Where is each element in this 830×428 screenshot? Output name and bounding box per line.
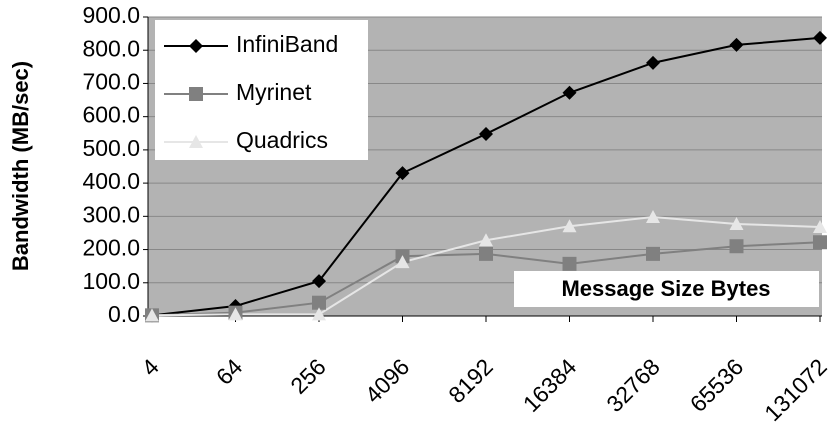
legend-label: Quadrics [236,127,328,153]
y-tick-label: 200.0 [82,235,140,261]
data-point [479,126,493,141]
data-point [729,37,744,52]
legend-label: Myrinet [236,79,312,105]
y-tick-label: 900.0 [82,2,140,28]
data-point [813,30,827,45]
y-tick-label: 800.0 [82,35,140,61]
data-point [312,274,326,289]
x-label-box [514,271,819,307]
data-point [479,246,493,261]
x-tick-label: 64 [211,353,248,390]
legend-marker [189,135,203,148]
data-point [395,166,410,181]
data-point [145,308,159,322]
x-tick-label: 16384 [518,353,582,417]
y-tick-label: 300.0 [82,201,140,227]
data-point [562,85,577,100]
data-point [228,307,243,321]
data-point [813,219,827,233]
data-point [395,255,410,269]
data-point [562,219,577,233]
legend-marker [189,39,203,53]
legend-label: InfiniBand [236,31,338,57]
legend-marker [189,87,203,101]
y-tick-label: 100.0 [82,268,140,294]
x-tick-label: 32768 [601,353,665,417]
data-point [312,307,326,321]
y-tick-label: 400.0 [82,168,140,194]
data-point [729,239,744,254]
x-tick-label: 8192 [443,353,498,408]
y-tick-label: 500.0 [82,135,140,161]
y-tick-label: 0.0 [108,301,140,327]
y-axis-label: Bandwidth (MB/sec) [8,61,33,271]
x-tick-label: 4 [136,353,164,381]
x-tick-label: 256 [285,353,331,399]
y-tick-label: 600.0 [82,102,140,128]
data-point [729,216,744,230]
data-point [646,55,660,70]
x-tick-label: 4096 [360,353,415,408]
data-point [562,256,577,271]
x-tick-label: 131072 [759,353,830,426]
data-point [646,246,660,261]
data-point [312,295,326,310]
data-point [813,235,827,250]
x-tick-label: 65536 [685,353,749,417]
data-point [646,209,660,223]
data-point [479,233,493,247]
y-tick-label: 700.0 [82,69,140,95]
x-axis-label: Message Size Bytes [561,276,770,301]
